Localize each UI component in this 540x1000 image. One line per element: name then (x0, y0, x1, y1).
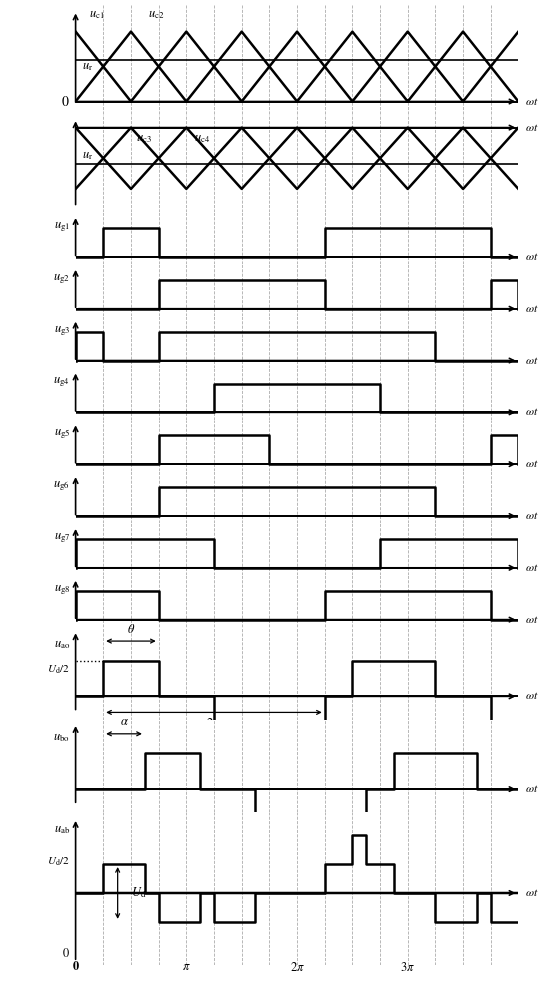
Text: $U_{\mathrm{d}}/2$: $U_{\mathrm{d}}/2$ (47, 855, 70, 868)
Text: $\theta$: $\theta$ (127, 623, 135, 636)
Text: $\omega t$: $\omega t$ (525, 406, 538, 418)
Text: $\omega t$: $\omega t$ (525, 458, 538, 470)
Text: $u_{\mathrm{ao}}$: $u_{\mathrm{ao}}$ (54, 638, 70, 651)
Text: $\omega t$: $\omega t$ (525, 354, 538, 367)
Text: $\omega t$: $\omega t$ (525, 690, 538, 702)
Text: $\omega t$: $\omega t$ (525, 95, 538, 108)
Text: $3\pi$: $3\pi$ (400, 961, 415, 974)
Text: $u_{\mathrm{g6}}$: $u_{\mathrm{g6}}$ (53, 478, 70, 493)
Text: $u_{\mathrm{g5}}$: $u_{\mathrm{g5}}$ (53, 427, 70, 441)
Text: $u_{\mathrm{c1}}$: $u_{\mathrm{c1}}$ (89, 9, 105, 21)
Text: $u_{\mathrm{g3}}$: $u_{\mathrm{g3}}$ (53, 323, 70, 338)
Text: $0$: $0$ (62, 95, 70, 109)
Text: $\omega t$: $\omega t$ (525, 303, 538, 315)
Text: $u_{\mathrm{g2}}$: $u_{\mathrm{g2}}$ (53, 271, 70, 286)
Text: $u_{\mathrm{g7}}$: $u_{\mathrm{g7}}$ (53, 530, 70, 545)
Text: $\alpha$: $\alpha$ (119, 716, 129, 728)
Text: $\omega t$: $\omega t$ (525, 783, 538, 795)
Text: $\omega t$: $\omega t$ (525, 887, 538, 899)
Text: 0: 0 (72, 961, 79, 973)
Text: $\omega t$: $\omega t$ (525, 121, 538, 134)
Text: $2\pi$: $2\pi$ (289, 961, 305, 974)
Text: $u_{\mathrm{g8}}$: $u_{\mathrm{g8}}$ (53, 582, 70, 597)
Text: $0$: $0$ (62, 947, 70, 960)
Text: $u_{\mathrm{c4}}$: $u_{\mathrm{c4}}$ (194, 132, 210, 145)
Text: $u_{\mathrm{c3}}$: $u_{\mathrm{c3}}$ (137, 132, 152, 145)
Text: $2\pi$: $2\pi$ (206, 717, 221, 730)
Text: $u_{\mathrm{r}}$: $u_{\mathrm{r}}$ (82, 149, 93, 162)
Text: $U_{\mathrm{d}}$: $U_{\mathrm{d}}$ (131, 886, 146, 900)
Text: $\omega t$: $\omega t$ (525, 510, 538, 522)
Text: $u_{\mathrm{c2}}$: $u_{\mathrm{c2}}$ (147, 9, 164, 21)
Text: $\pi$: $\pi$ (182, 961, 191, 973)
Text: $\omega t$: $\omega t$ (525, 562, 538, 574)
Text: $U_{\mathrm{d}}/2$: $U_{\mathrm{d}}/2$ (47, 663, 70, 676)
Text: $u_{\mathrm{g4}}$: $u_{\mathrm{g4}}$ (53, 375, 70, 389)
Text: $u_{\mathrm{g1}}$: $u_{\mathrm{g1}}$ (54, 219, 70, 234)
Text: $u_{\mathrm{r}}$: $u_{\mathrm{r}}$ (82, 60, 93, 73)
Text: $u_{\mathrm{ab}}$: $u_{\mathrm{ab}}$ (54, 823, 70, 836)
Text: $\omega t$: $\omega t$ (525, 251, 538, 263)
Text: $\omega t$: $\omega t$ (525, 614, 538, 626)
Text: $u_{\mathrm{bo}}$: $u_{\mathrm{bo}}$ (53, 731, 70, 744)
